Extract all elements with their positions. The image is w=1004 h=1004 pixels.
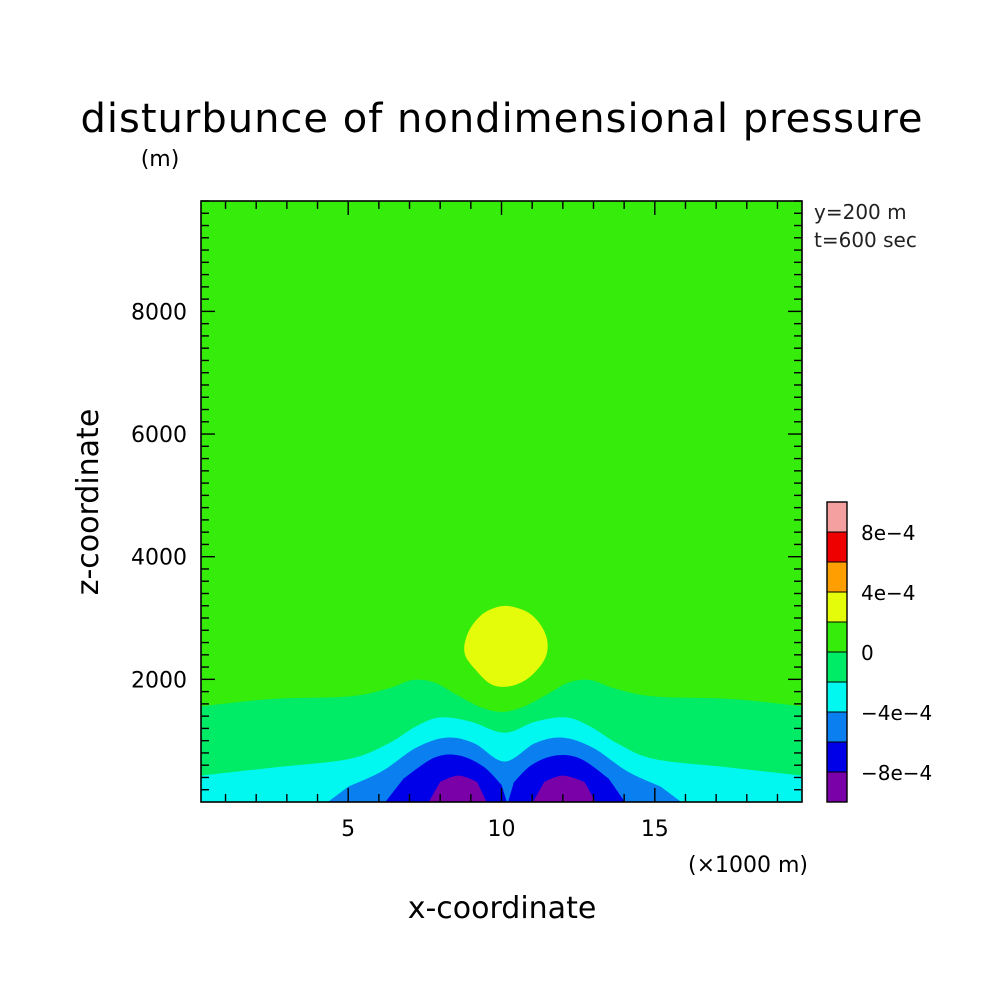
y-tick-label: 6000 <box>131 423 187 448</box>
y-tick-label: 2000 <box>131 668 187 693</box>
x-unit-label: (×1000 m) <box>688 853 808 878</box>
info-annotation: y=200 m <box>814 200 907 224</box>
colorbar-swatch <box>827 682 847 712</box>
info-annotation: t=600 sec <box>814 228 917 252</box>
x-tick-label: 5 <box>341 817 355 842</box>
y-axis-label: z-coordinate <box>71 409 106 596</box>
colorbar-swatch <box>827 502 847 532</box>
y-tick-label: 8000 <box>131 300 187 325</box>
contour-region-8 <box>464 605 548 687</box>
colorbar-swatch <box>827 712 847 742</box>
chart-title: disturbunce of nondimensional pressure <box>81 96 924 142</box>
colorbar: −8e−4 −4e−4 0 4e−4 8e−4 <box>826 501 932 803</box>
contour-region-2 <box>201 717 802 802</box>
colorbar-tick-label: −4e−4 <box>861 701 932 725</box>
colorbar-swatch <box>827 592 847 622</box>
colorbar-tick-label: −8e−4 <box>861 761 932 785</box>
colorbar-swatch <box>827 742 847 772</box>
contour-region-7 <box>532 775 596 802</box>
colorbar-swatch <box>827 562 847 592</box>
x-axis-ticks: 5 10 15 <box>224 201 779 842</box>
colorbar-swatch <box>827 622 847 652</box>
colorbar-tick-label: 0 <box>861 641 874 665</box>
colorbar-swatch <box>827 772 847 802</box>
colorbar-swatch <box>827 652 847 682</box>
contour-plot-area <box>201 201 802 802</box>
x-axis-label: x-coordinate <box>408 891 597 926</box>
x-tick-label: 10 <box>488 817 516 842</box>
colorbar-tick-label: 8e−4 <box>861 521 916 545</box>
colorbar-swatch <box>827 532 847 562</box>
x-tick-label: 15 <box>641 817 669 842</box>
y-axis-ticks: 2000 4000 6000 8000 <box>131 200 802 791</box>
y-unit-label: (m) <box>141 147 180 172</box>
y-tick-label: 4000 <box>131 546 187 571</box>
colorbar-tick-label: 4e−4 <box>861 581 916 605</box>
info-annotations: y=200 m t=600 sec <box>814 200 917 252</box>
contour-region-6 <box>428 775 487 802</box>
